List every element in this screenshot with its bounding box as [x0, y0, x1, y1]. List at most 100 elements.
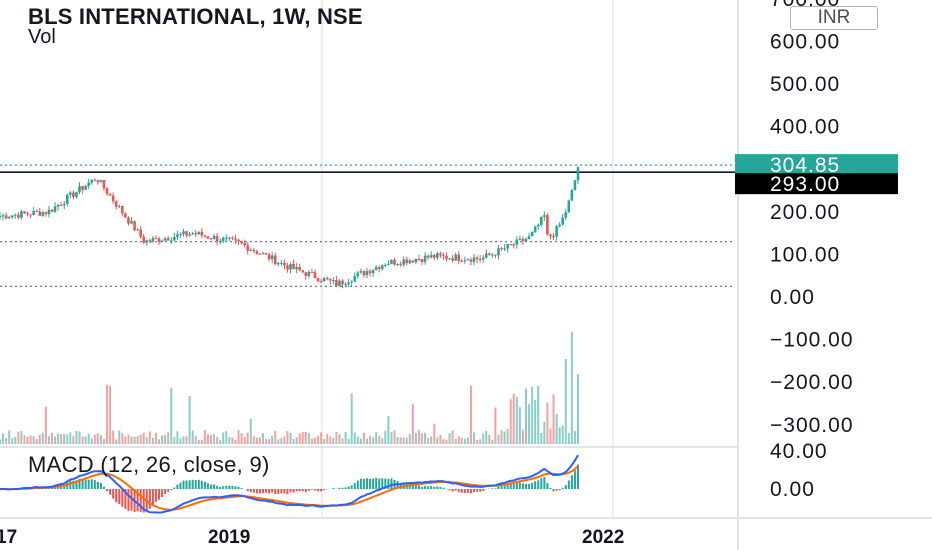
symbol-title[interactable]: BLS INTERNATIONAL, 1W, NSE: [28, 4, 363, 29]
volume-bar: [500, 430, 503, 444]
currency-button[interactable]: INR: [790, 6, 878, 30]
macd-histogram-bar: [72, 480, 75, 489]
macd-histogram-bar: [347, 486, 350, 489]
candle-body: [338, 280, 341, 287]
candle-body: [442, 255, 445, 257]
volume-bar: [283, 436, 286, 444]
candle-body: [417, 259, 421, 261]
macd-histogram-bar: [491, 488, 494, 489]
candle-body: [124, 213, 127, 218]
volume-bar: [258, 437, 261, 444]
volume-bar: [479, 439, 482, 444]
candle-body: [108, 193, 112, 196]
volume-bar: [543, 421, 546, 444]
macd-histogram-bar: [179, 482, 182, 489]
candle-body: [139, 229, 142, 237]
macd-histogram-bar: [375, 477, 378, 489]
macd-label[interactable]: MACD (12, 26, close, 9): [28, 452, 270, 477]
candle-body: [200, 231, 204, 236]
price-tick-label: 400.00: [770, 116, 840, 139]
macd-histogram-bar: [265, 489, 268, 493]
candle-body: [524, 239, 528, 242]
macd-histogram-bar: [161, 489, 164, 498]
volume-bar: [414, 432, 417, 444]
candle-body: [81, 186, 84, 190]
price-tick-label: −200.00: [770, 371, 854, 394]
candle-body: [225, 237, 228, 239]
macd-histogram-bar: [531, 482, 534, 489]
candle-body: [509, 244, 513, 246]
volume-bar: [445, 439, 448, 444]
macd-histogram-bar: [271, 489, 274, 493]
volume-bar: [182, 436, 185, 444]
macd-histogram-bar: [234, 486, 237, 489]
macd-histogram-bar: [87, 479, 90, 489]
candle-body: [313, 272, 317, 279]
price-candles: [0, 166, 580, 289]
candle-body: [90, 179, 94, 183]
volume-bar: [457, 436, 460, 444]
candle-body: [500, 248, 503, 250]
candle-body: [231, 237, 234, 239]
volume-bar: [509, 399, 512, 444]
candle-body: [555, 226, 558, 237]
macd-histogram-bar: [534, 481, 537, 489]
volume-label[interactable]: Vol: [28, 26, 56, 48]
macd-signal-line: [0, 465, 579, 511]
volume-bar: [317, 435, 320, 444]
candle-body: [549, 234, 552, 237]
macd-histogram-bar: [96, 481, 99, 489]
macd-histogram-bar: [369, 478, 372, 489]
macd-histogram-bar: [206, 483, 209, 489]
volume-bar: [439, 434, 442, 444]
volume-bar: [329, 436, 332, 444]
candle-body: [289, 263, 292, 270]
macd-histogram-bar: [421, 486, 424, 489]
macd-histogram-bar: [469, 489, 472, 494]
volume-bar: [185, 436, 188, 444]
candle-body: [169, 240, 173, 242]
macd-histogram-bar: [365, 478, 368, 489]
candle-body: [481, 257, 485, 260]
candle-body: [448, 258, 451, 260]
candle-body: [515, 239, 519, 245]
candle-body: [160, 240, 164, 242]
volume-bar: [573, 430, 576, 444]
candle-body: [96, 180, 100, 183]
macd-histogram-bar: [384, 478, 387, 489]
volume-bar: [57, 433, 60, 444]
volume-bar: [320, 432, 323, 444]
volume-bar: [350, 393, 353, 444]
candle-body: [426, 255, 430, 258]
macd-histogram-bar: [549, 487, 552, 489]
macd-histogram-bar: [231, 485, 234, 489]
volume-bar: [512, 393, 515, 444]
line-price-value: 293.00: [770, 173, 840, 196]
volume-bar: [225, 431, 228, 444]
volume-bar: [265, 439, 268, 444]
volume-bar: [503, 431, 506, 444]
volume-bar: [277, 439, 280, 444]
macd-histogram-bar: [482, 489, 485, 491]
candle-body: [47, 209, 51, 215]
macd-histogram-bar: [399, 482, 402, 489]
candle-body: [390, 259, 393, 265]
volume-bar: [280, 438, 283, 444]
candle-body: [182, 231, 185, 235]
macd-histogram-bar: [506, 483, 509, 489]
volume-bar: [124, 436, 127, 444]
volume-bar: [540, 433, 543, 444]
volume-bars: [0, 332, 579, 444]
candle-body: [307, 271, 311, 277]
macd-histogram-bar: [246, 489, 249, 492]
volume-bar: [170, 388, 173, 444]
macd-histogram-bar: [106, 489, 109, 492]
candle-body: [206, 236, 210, 239]
candle-body: [72, 192, 75, 197]
macd-histogram-bar: [213, 484, 216, 489]
candle-body: [130, 221, 133, 224]
macd-histogram-bar: [338, 487, 341, 489]
macd-histogram-bar: [476, 489, 479, 492]
candle-body: [530, 231, 534, 237]
